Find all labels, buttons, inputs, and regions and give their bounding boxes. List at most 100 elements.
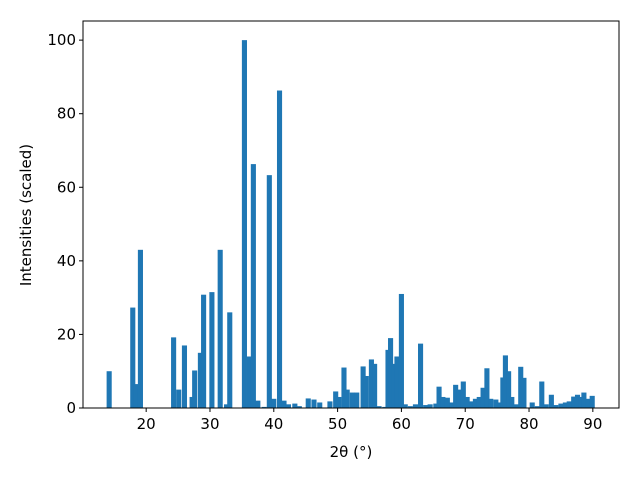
bar — [227, 312, 233, 408]
bar — [460, 381, 466, 408]
bar — [181, 345, 188, 408]
bar — [271, 398, 277, 408]
bar — [137, 249, 143, 408]
bar — [311, 399, 317, 408]
bar — [412, 404, 418, 408]
y-tick-label: 100 — [47, 31, 76, 49]
bar — [558, 403, 564, 408]
bar — [571, 396, 577, 408]
bar — [209, 292, 215, 408]
bar — [436, 386, 442, 408]
y-tick-label: 60 — [57, 178, 76, 196]
bar — [201, 294, 207, 408]
bar — [192, 370, 198, 408]
bar — [130, 307, 136, 408]
bar — [539, 381, 545, 408]
bar — [433, 403, 439, 408]
y-tick-label: 80 — [57, 105, 76, 123]
bar — [368, 359, 374, 408]
bar — [333, 391, 339, 408]
bar — [521, 377, 527, 408]
bar — [388, 338, 394, 408]
bar — [480, 387, 486, 408]
bar — [456, 389, 462, 408]
bar — [344, 389, 350, 408]
bar — [469, 401, 475, 408]
bar — [349, 392, 355, 408]
bar — [427, 404, 433, 408]
bar — [176, 389, 182, 408]
bar — [305, 398, 311, 408]
bar — [497, 402, 503, 408]
bar — [281, 400, 287, 408]
bar — [472, 398, 478, 408]
bar — [548, 394, 554, 408]
bar — [171, 337, 177, 408]
x-tick-label: 30 — [200, 415, 219, 433]
plot-frame — [82, 20, 620, 409]
bar — [241, 40, 247, 409]
bar — [292, 403, 298, 408]
bar — [363, 375, 369, 408]
bar — [336, 396, 342, 408]
y-tick-label: 40 — [57, 252, 76, 270]
x-tick-label: 80 — [519, 415, 538, 433]
bar — [360, 366, 366, 408]
bar — [423, 405, 429, 408]
bar — [444, 397, 450, 408]
x-tick-label: 40 — [264, 415, 283, 433]
y-tick-label: 0 — [66, 399, 76, 417]
bar — [382, 406, 388, 408]
bar — [317, 402, 323, 408]
bar — [449, 402, 455, 408]
bar — [261, 406, 267, 408]
bar — [534, 406, 540, 408]
x-tick-label: 60 — [392, 415, 411, 433]
bar — [372, 363, 378, 408]
bar — [585, 398, 591, 408]
y-tick-label: 20 — [57, 325, 76, 343]
bar — [493, 399, 499, 408]
x-axis-label: 2θ (°) — [330, 443, 373, 461]
bar — [581, 392, 587, 408]
bar — [402, 404, 408, 408]
bar — [106, 371, 112, 408]
bar — [327, 401, 333, 408]
bar — [464, 396, 470, 408]
x-tick-label: 90 — [583, 415, 602, 433]
bar — [589, 395, 595, 408]
bar — [285, 404, 292, 408]
bar — [224, 404, 230, 408]
bar — [217, 249, 223, 408]
bar — [407, 406, 413, 408]
bar — [562, 402, 568, 408]
y-axis-label: Intensities (scaled) — [17, 144, 35, 286]
bar — [250, 164, 256, 408]
bar — [133, 384, 139, 408]
bar — [488, 398, 494, 408]
bar — [276, 90, 283, 409]
bar — [509, 396, 515, 408]
bar — [502, 355, 508, 408]
x-tick-label: 50 — [328, 415, 347, 433]
bar — [566, 401, 572, 408]
bar — [418, 343, 424, 408]
bar — [513, 404, 519, 408]
bar — [529, 402, 535, 408]
bar — [453, 384, 459, 408]
bar — [376, 406, 382, 408]
bar — [266, 175, 272, 408]
bar — [574, 394, 581, 408]
bar — [398, 293, 404, 408]
bar — [296, 406, 302, 408]
bar — [484, 368, 490, 408]
bar — [246, 356, 253, 408]
bar — [255, 400, 261, 408]
bar — [506, 371, 512, 408]
x-tick-label: 20 — [137, 415, 156, 433]
bar — [518, 366, 524, 408]
bar — [197, 352, 203, 408]
bar — [341, 367, 347, 408]
bar — [543, 404, 549, 408]
x-tick-label: 70 — [456, 415, 475, 433]
